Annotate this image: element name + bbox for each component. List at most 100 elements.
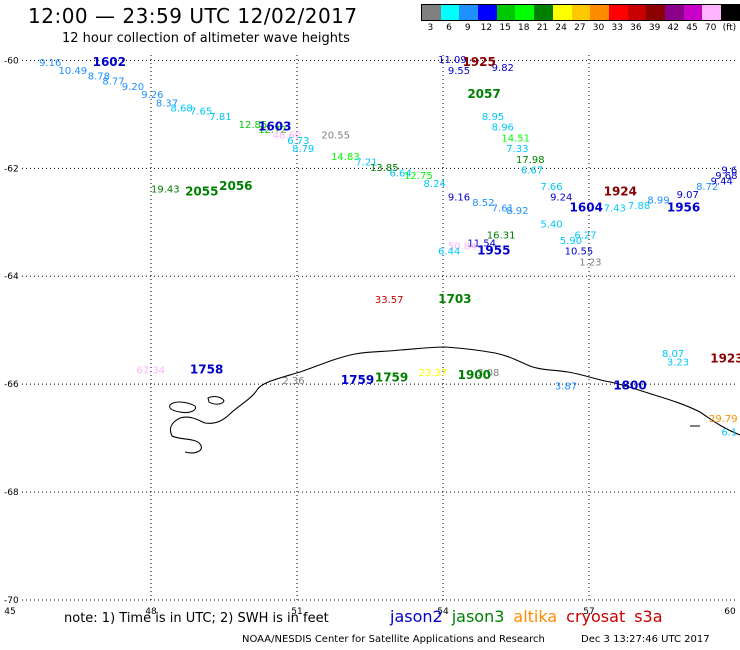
wave-height-label: 50.84 xyxy=(448,241,477,252)
coastline-segment xyxy=(169,389,258,454)
color-legend-label: 42 xyxy=(667,23,679,33)
color-legend-label: 6 xyxy=(446,23,452,33)
wave-height-label: 2.36 xyxy=(282,376,304,387)
color-swatch xyxy=(422,5,441,20)
pass-time-label: 1603 xyxy=(258,120,291,134)
wave-height-label: 16.31 xyxy=(487,230,516,241)
wave-height-label: 8.96 xyxy=(492,123,514,134)
pass-time-label: 2057 xyxy=(467,87,500,101)
wave-height-label: 12.72 xyxy=(258,125,287,136)
color-legend-labels: 3 6 9 12 15 18 21 24 27 30 33 36 39 42 45 70 (ft) xyxy=(421,23,740,33)
color-swatch xyxy=(515,5,535,20)
pass-time-label: 1923 xyxy=(710,352,740,366)
wave-height-label: 11.09 xyxy=(438,55,467,66)
wave-height-label: 8.52 xyxy=(472,198,494,209)
wave-height-label: 8.77 xyxy=(102,77,124,88)
pass-time-label: 2056 xyxy=(219,179,252,193)
pass-time-label: 1955 xyxy=(477,244,510,258)
wave-height-label: 3.87 xyxy=(555,382,577,393)
color-swatch xyxy=(440,5,460,20)
x-tick-label: 60 xyxy=(724,607,736,617)
antarctic-coastline xyxy=(256,346,740,436)
color-legend-label: 30 xyxy=(592,23,605,33)
pass-time-label: 1758 xyxy=(190,362,223,376)
color-legend-label: 3 xyxy=(427,23,434,33)
color-swatch xyxy=(552,5,572,20)
island-outline xyxy=(169,401,197,413)
coastal-islands xyxy=(169,396,700,427)
wave-height-label: 11.54 xyxy=(467,239,496,250)
color-legend-label: 15 xyxy=(499,23,511,33)
wave-height-label: 6.27 xyxy=(574,230,596,241)
wave-height-label: 7.66 xyxy=(540,182,562,193)
wave-height-label: 3.08 xyxy=(477,368,499,379)
wave-height-label: 8.99 xyxy=(647,195,669,206)
wave-height-label: 5.90 xyxy=(560,236,582,247)
wave-height-label: 7.61 xyxy=(492,203,514,214)
x-tick-label: 45 xyxy=(4,607,15,617)
wave-height-label: 12.85 xyxy=(239,120,268,131)
wave-height-label: 8.24 xyxy=(424,179,446,190)
pass-time-label: 1703 xyxy=(438,292,471,306)
wave-height-label: 8.92 xyxy=(506,206,528,217)
footnote: note: 1) Time is in UTC; 2) SWH is in fe… xyxy=(64,611,329,626)
page-title: 12:00 — 23:59 UTC 12/02/2017 xyxy=(28,4,358,28)
wave-height-label: 10.55 xyxy=(565,247,594,258)
wave-height-label: 3.23 xyxy=(667,357,689,368)
x-tick-label: 51 xyxy=(291,607,302,617)
satellite-legend-item: s3a xyxy=(634,607,663,626)
color-swatch xyxy=(571,5,591,20)
wave-height-label: 9.82 xyxy=(492,63,514,74)
wave-height-label: 6.44 xyxy=(438,247,460,258)
color-swatch xyxy=(478,5,497,20)
color-swatch xyxy=(664,5,684,20)
wave-height-label: 12.75 xyxy=(404,171,433,182)
wave-height-label: 6.64 xyxy=(389,168,411,179)
color-legend: 3 6 9 12 15 18 21 24 27 30 33 36 39 42 45 70 (ft) xyxy=(421,4,740,33)
wave-height-label: 20.55 xyxy=(321,131,350,142)
wave-height-label: 9.68 xyxy=(715,171,737,182)
wave-height-label: 6.73 xyxy=(287,136,309,147)
wave-height-label: 9.55 xyxy=(448,66,470,77)
pass-time-label: 1924 xyxy=(604,184,637,198)
pass-time-label: 2055 xyxy=(185,184,218,198)
wave-height-label: 8.37 xyxy=(156,98,178,109)
y-tick-label: -64 xyxy=(4,272,19,282)
color-legend-label: 27 xyxy=(574,23,586,33)
color-swatch xyxy=(534,5,553,20)
wave-height-label: 10.49 xyxy=(59,66,88,77)
pass-time-label: 1925 xyxy=(462,55,495,69)
color-legend-label: 33 xyxy=(611,23,623,33)
wave-height-label: 13.85 xyxy=(370,163,399,174)
wave-height-label: 9.20 xyxy=(122,82,144,93)
color-swatch xyxy=(459,5,479,20)
wave-height-label: 8.95 xyxy=(482,112,504,123)
wave-height-label: 9.24 xyxy=(550,193,572,204)
y-tick-label: -66 xyxy=(4,380,19,390)
y-tick-label: -62 xyxy=(4,164,19,174)
color-swatch xyxy=(683,5,703,20)
color-legend-label: 18 xyxy=(518,23,530,33)
color-legend-label: 12 xyxy=(480,23,493,33)
color-legend-label: (ft) xyxy=(722,23,737,33)
satellite-legend-item: cryosat xyxy=(566,607,626,626)
color-swatch xyxy=(627,5,647,20)
wave-height-label: 7.81 xyxy=(209,112,231,123)
y-tick-label: -70 xyxy=(4,596,19,606)
satellite-legend-item: jason2 xyxy=(390,607,443,626)
wave-height-label: 6.1 xyxy=(721,427,737,438)
color-swatch xyxy=(721,5,740,20)
wave-height-label: 6.67 xyxy=(521,166,543,177)
y-tick-label: -68 xyxy=(4,488,19,498)
wave-height-label: 9.16 xyxy=(448,193,470,204)
pass-time-label: 1602 xyxy=(93,55,126,69)
credit-line: NOAA/NESDIS Center for Satellite Applica… xyxy=(242,634,545,645)
color-swatch xyxy=(608,5,628,20)
x-tick-label: 48 xyxy=(145,607,157,617)
pass-time-label: 1759 xyxy=(375,370,408,384)
wave-height-label: 8.78 xyxy=(88,71,110,82)
wave-height-label: 29.79 xyxy=(709,414,738,425)
pass-time-label: 1900 xyxy=(458,368,491,382)
